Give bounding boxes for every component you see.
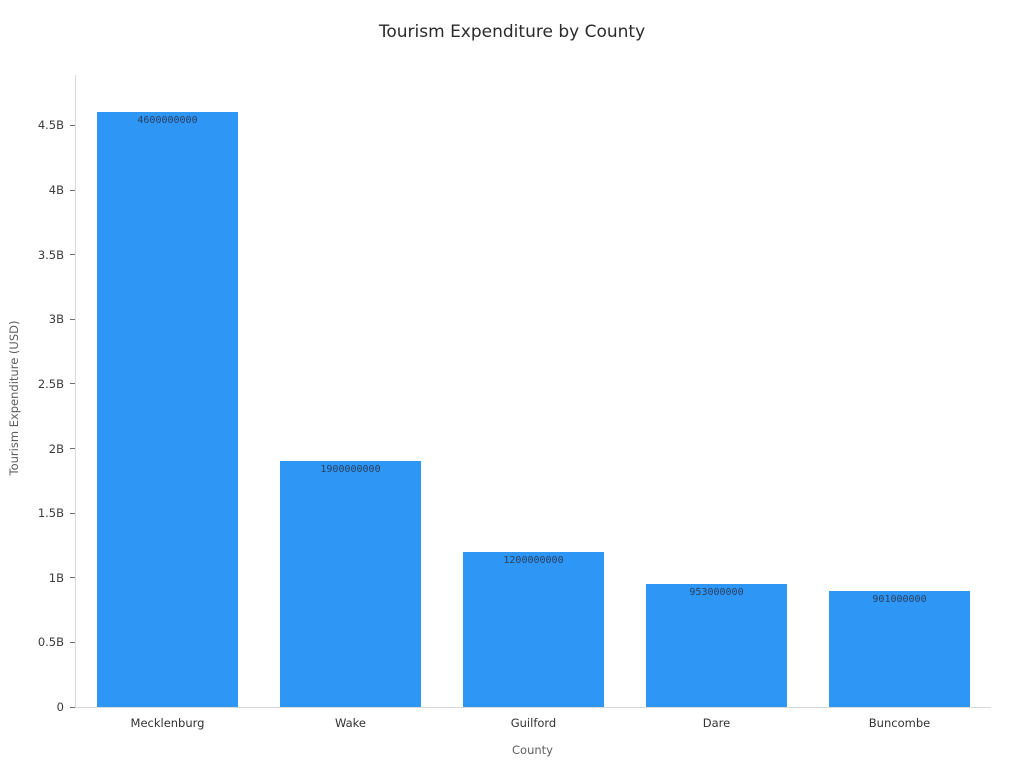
- y-axis-tick-label: 1.5B: [37, 506, 64, 521]
- y-axis-tick: [70, 448, 75, 449]
- y-axis-tick: [70, 124, 75, 126]
- bar-guilford: 1200000000: [463, 551, 604, 707]
- y-axis-tick-label: 3.5B: [37, 247, 64, 262]
- y-axis-tick: [70, 254, 75, 256]
- bar-value-label: 953000000: [689, 586, 744, 598]
- y-axis-tick-label: 1B: [48, 570, 64, 585]
- y-axis-tick: [70, 706, 75, 708]
- y-axis-tick-label: 0.5B: [37, 635, 64, 650]
- x-axis-tick-label: Buncombe: [868, 716, 931, 730]
- x-axis-tick-label: Wake: [334, 716, 366, 730]
- y-axis-tick: [70, 512, 75, 514]
- y-axis-tick: [70, 189, 75, 191]
- bar-mecklenburg: 4600000000: [97, 112, 238, 707]
- bar-wake: 1900000000: [280, 461, 421, 707]
- bar-dare: 953000000: [646, 583, 787, 707]
- y-axis-tick-label: 0: [56, 700, 64, 714]
- y-axis-tick: [70, 641, 75, 643]
- x-axis-tick-label: Dare: [702, 716, 731, 730]
- y-axis-tick-label: 2B: [48, 441, 64, 456]
- y-axis-tick: [70, 383, 75, 385]
- plot-area: 0 0.5B 1B 1.5B 2B 2.5B 3B 3.5B 4B 4.5B 4600000000 M…: [38, 75, 991, 730]
- y-axis-tick-label: 4.5B: [37, 118, 64, 133]
- bar-value-label: 4600000000: [137, 115, 198, 127]
- bar-value-label: 1900000000: [320, 464, 381, 476]
- bar-value-label: 1200000000: [503, 554, 564, 566]
- y-axis-tick-label: 2.5B: [37, 376, 64, 391]
- x-axis-tick-label: Mecklenburg: [130, 716, 205, 730]
- y-axis-tick: [70, 577, 75, 579]
- chart-title: Tourism Expenditure by County: [378, 22, 646, 42]
- y-axis-tick-label: 3B: [48, 312, 64, 327]
- bar-value-label: 901000000: [872, 593, 927, 605]
- y-axis-tick-label: 4B: [48, 183, 64, 198]
- bar-buncombe: 901000000: [829, 590, 970, 707]
- x-axis-tick-label: Guilford: [510, 716, 557, 730]
- y-axis-tick: [70, 318, 75, 320]
- x-axis-title: County: [512, 743, 553, 757]
